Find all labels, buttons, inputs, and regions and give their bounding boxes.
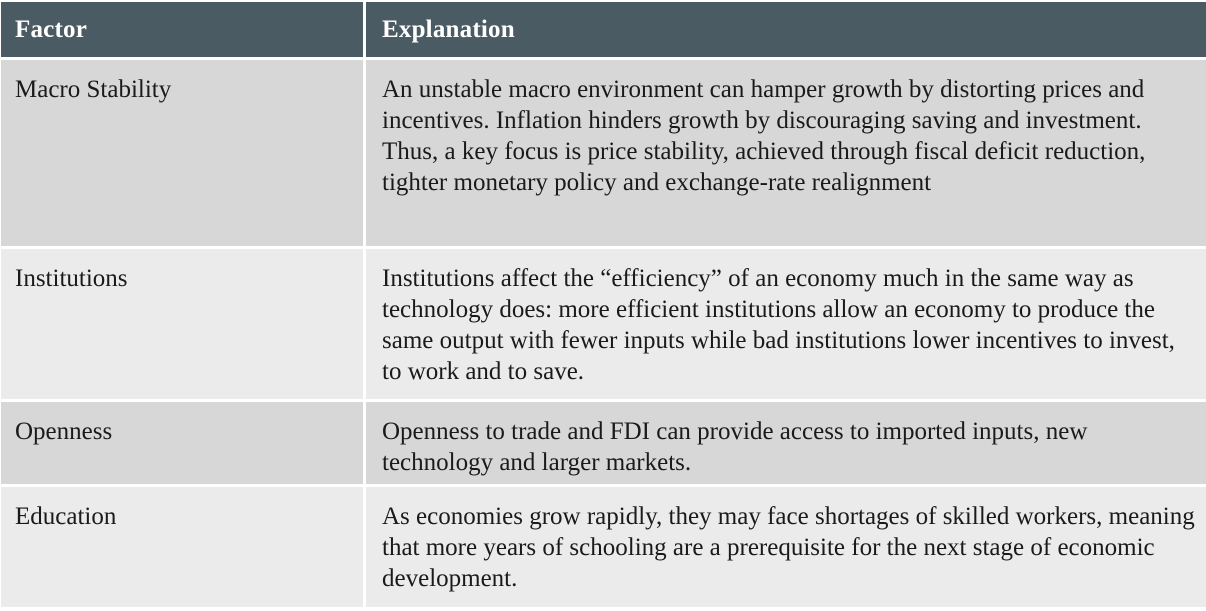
explanation-cell: Openness to trade and FDI can provide ac… xyxy=(366,402,1206,484)
explanation-cell: Institutions affect the “efficiency” of … xyxy=(366,249,1206,399)
factor-cell: Openness xyxy=(1,402,363,484)
factor-cell: Institutions xyxy=(1,249,363,399)
table-row: Openness Openness to trade and FDI can p… xyxy=(1,402,1206,484)
table-row: Institutions Institutions affect the “ef… xyxy=(1,249,1206,399)
column-header-factor: Factor xyxy=(1,2,363,57)
explanation-cell: As economies grow rapidly, they may face… xyxy=(366,487,1206,607)
table-row: Education As economies grow rapidly, the… xyxy=(1,487,1206,607)
table-header-row: Factor Explanation xyxy=(1,2,1206,57)
factor-cell: Macro Stability xyxy=(1,60,363,246)
table-row: Macro Stability An unstable macro enviro… xyxy=(1,60,1206,246)
column-header-explanation: Explanation xyxy=(366,2,1206,57)
explanation-cell: An unstable macro environment can hamper… xyxy=(366,60,1206,246)
factor-cell: Education xyxy=(1,487,363,607)
